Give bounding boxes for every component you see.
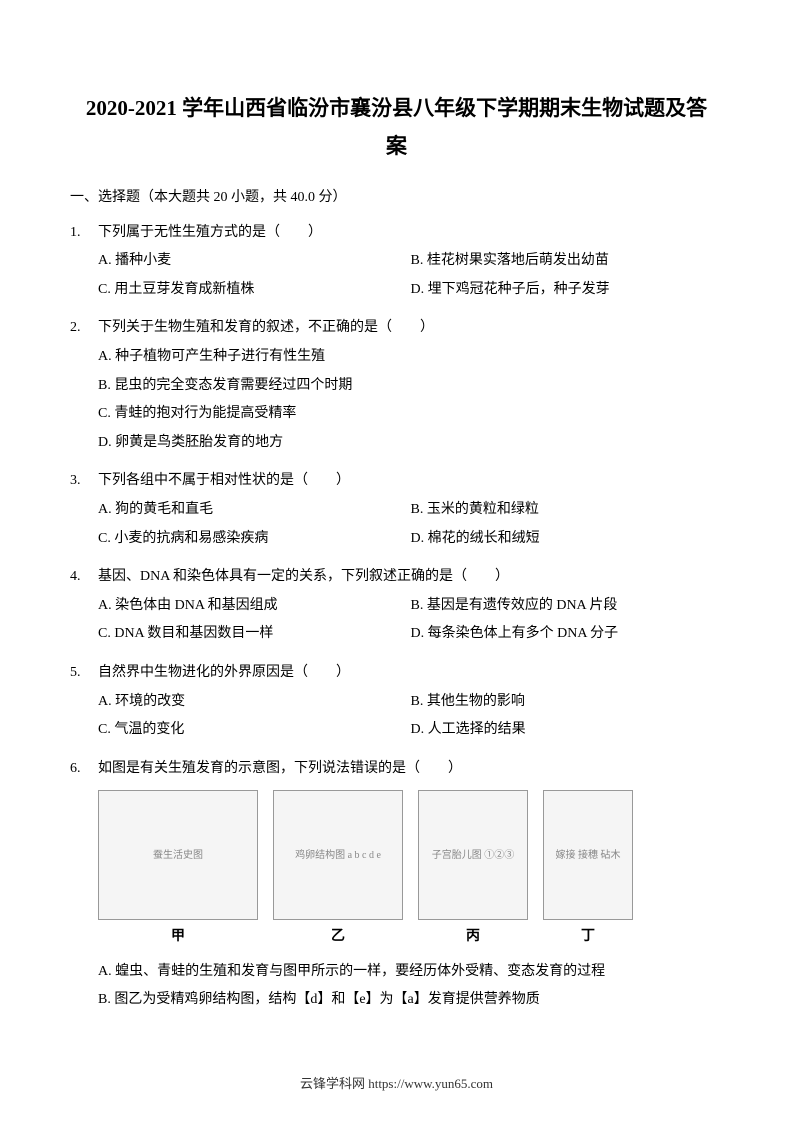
question-number: 4. (70, 564, 98, 591)
figure-row: 蚕生活史图甲鸡卵结构图 a b c d e乙子宫胎儿图 ①②③丙嫁接 接穗 砧木… (98, 790, 723, 951)
option: C. 青蛙的抱对行为能提高受精率 (98, 401, 723, 428)
figure-image: 蚕生活史图 (98, 790, 258, 920)
options-row: A. 播种小麦B. 桂花树果实落地后萌发出幼苗 (70, 248, 723, 275)
section-header: 一、选择题（本大题共 20 小题，共 40.0 分） (70, 186, 723, 206)
figure-item: 子宫胎儿图 ①②③ 丙 (418, 790, 528, 951)
option: C. 用土豆芽发育成新植株 (98, 277, 411, 304)
option: B. 昆虫的完全变态发育需要经过四个时期 (98, 373, 723, 400)
question: 4.基因、DNA 和染色体具有一定的关系，下列叙述正确的是（ ）A. 染色体由 … (70, 564, 723, 648)
option: D. 棉花的绒长和绒短 (411, 526, 724, 553)
question-text: 如图是有关生殖发育的示意图，下列说法错误的是（ ） (98, 756, 723, 783)
question: 6.如图是有关生殖发育的示意图，下列说法错误的是（ ）蚕生活史图甲鸡卵结构图 a… (70, 756, 723, 1014)
figure-area: 蚕生活史图甲鸡卵结构图 a b c d e乙子宫胎儿图 ①②③丙嫁接 接穗 砧木… (70, 790, 723, 951)
option: A. 播种小麦 (98, 248, 411, 275)
question-number: 6. (70, 756, 98, 783)
question-number: 3. (70, 468, 98, 495)
options-row: C. 小麦的抗病和易感染疾病D. 棉花的绒长和绒短 (70, 526, 723, 553)
question-text: 下列关于生物生殖和发育的叙述，不正确的是（ ） (98, 315, 723, 342)
figure-label: 丁 (581, 924, 595, 951)
figure-image: 嫁接 接穗 砧木 (543, 790, 633, 920)
question-stem: 3.下列各组中不属于相对性状的是（ ） (70, 468, 723, 495)
option: D. 人工选择的结果 (411, 717, 724, 744)
option: A. 蝗虫、青蛙的生殖和发育与图甲所示的一样，要经历体外受精、变态发育的过程 (98, 959, 723, 986)
options-row: C. 气温的变化D. 人工选择的结果 (70, 717, 723, 744)
figure-item: 蚕生活史图甲 (98, 790, 258, 951)
options-row: C. 用土豆芽发育成新植株D. 埋下鸡冠花种子后，种子发芽 (70, 277, 723, 304)
options-row: A. 染色体由 DNA 和基因组成B. 基因是有遗传效应的 DNA 片段 (70, 593, 723, 620)
question-text: 自然界中生物进化的外界原因是（ ） (98, 660, 723, 687)
option: C. DNA 数目和基因数目一样 (98, 621, 411, 648)
question-number: 2. (70, 315, 98, 342)
figure-label: 甲 (171, 924, 185, 951)
figure-item: 嫁接 接穗 砧木丁 (543, 790, 633, 951)
option: C. 小麦的抗病和易感染疾病 (98, 526, 411, 553)
question: 5.自然界中生物进化的外界原因是（ ）A. 环境的改变B. 其他生物的影响C. … (70, 660, 723, 744)
question: 1.下列属于无性生殖方式的是（ ）A. 播种小麦B. 桂花树果实落地后萌发出幼苗… (70, 220, 723, 304)
question-stem: 2.下列关于生物生殖和发育的叙述，不正确的是（ ） (70, 315, 723, 342)
option: A. 种子植物可产生种子进行有性生殖 (98, 344, 723, 371)
questions-container: 1.下列属于无性生殖方式的是（ ）A. 播种小麦B. 桂花树果实落地后萌发出幼苗… (70, 220, 723, 1014)
question-stem: 6.如图是有关生殖发育的示意图，下列说法错误的是（ ） (70, 756, 723, 783)
options-row: C. DNA 数目和基因数目一样D. 每条染色体上有多个 DNA 分子 (70, 621, 723, 648)
figure-image: 鸡卵结构图 a b c d e (273, 790, 403, 920)
question-number: 1. (70, 220, 98, 247)
option: D. 每条染色体上有多个 DNA 分子 (411, 621, 724, 648)
question-text: 下列属于无性生殖方式的是（ ） (98, 220, 723, 247)
figure-item: 鸡卵结构图 a b c d e 乙 (273, 790, 403, 951)
question-stem: 4.基因、DNA 和染色体具有一定的关系，下列叙述正确的是（ ） (70, 564, 723, 591)
question-number: 5. (70, 660, 98, 687)
option: A. 染色体由 DNA 和基因组成 (98, 593, 411, 620)
figure-image: 子宫胎儿图 ①②③ (418, 790, 528, 920)
option: C. 气温的变化 (98, 717, 411, 744)
option: B. 玉米的黄粒和绿粒 (411, 497, 724, 524)
option: D. 埋下鸡冠花种子后，种子发芽 (411, 277, 724, 304)
option: A. 环境的改变 (98, 689, 411, 716)
options-column: A. 种子植物可产生种子进行有性生殖B. 昆虫的完全变态发育需要经过四个时期C.… (70, 344, 723, 456)
question-text: 基因、DNA 和染色体具有一定的关系，下列叙述正确的是（ ） (98, 564, 723, 591)
question: 3.下列各组中不属于相对性状的是（ ）A. 狗的黄毛和直毛B. 玉米的黄粒和绿粒… (70, 468, 723, 552)
exam-title: 2020-2021 学年山西省临汾市襄汾县八年级下学期期末生物试题及答 案 (70, 90, 723, 166)
question-text: 下列各组中不属于相对性状的是（ ） (98, 468, 723, 495)
option: A. 狗的黄毛和直毛 (98, 497, 411, 524)
page-footer: 云锋学科网 https://www.yun65.com (0, 1073, 793, 1092)
options-row: A. 狗的黄毛和直毛B. 玉米的黄粒和绿粒 (70, 497, 723, 524)
option: B. 桂花树果实落地后萌发出幼苗 (411, 248, 724, 275)
options-column: A. 蝗虫、青蛙的生殖和发育与图甲所示的一样，要经历体外受精、变态发育的过程B.… (70, 959, 723, 1014)
option: D. 卵黄是鸟类胚胎发育的地方 (98, 430, 723, 457)
title-line-2: 案 (70, 128, 723, 166)
question-stem: 1.下列属于无性生殖方式的是（ ） (70, 220, 723, 247)
figure-label: 乙 (331, 924, 345, 951)
options-row: A. 环境的改变B. 其他生物的影响 (70, 689, 723, 716)
option: B. 基因是有遗传效应的 DNA 片段 (411, 593, 724, 620)
option: B. 其他生物的影响 (411, 689, 724, 716)
question-stem: 5.自然界中生物进化的外界原因是（ ） (70, 660, 723, 687)
option: B. 图乙为受精鸡卵结构图，结构【d】和【e】为【a】发育提供营养物质 (98, 987, 723, 1014)
question: 2.下列关于生物生殖和发育的叙述，不正确的是（ ）A. 种子植物可产生种子进行有… (70, 315, 723, 456)
figure-label: 丙 (466, 924, 480, 951)
title-line-1: 2020-2021 学年山西省临汾市襄汾县八年级下学期期末生物试题及答 (70, 90, 723, 128)
